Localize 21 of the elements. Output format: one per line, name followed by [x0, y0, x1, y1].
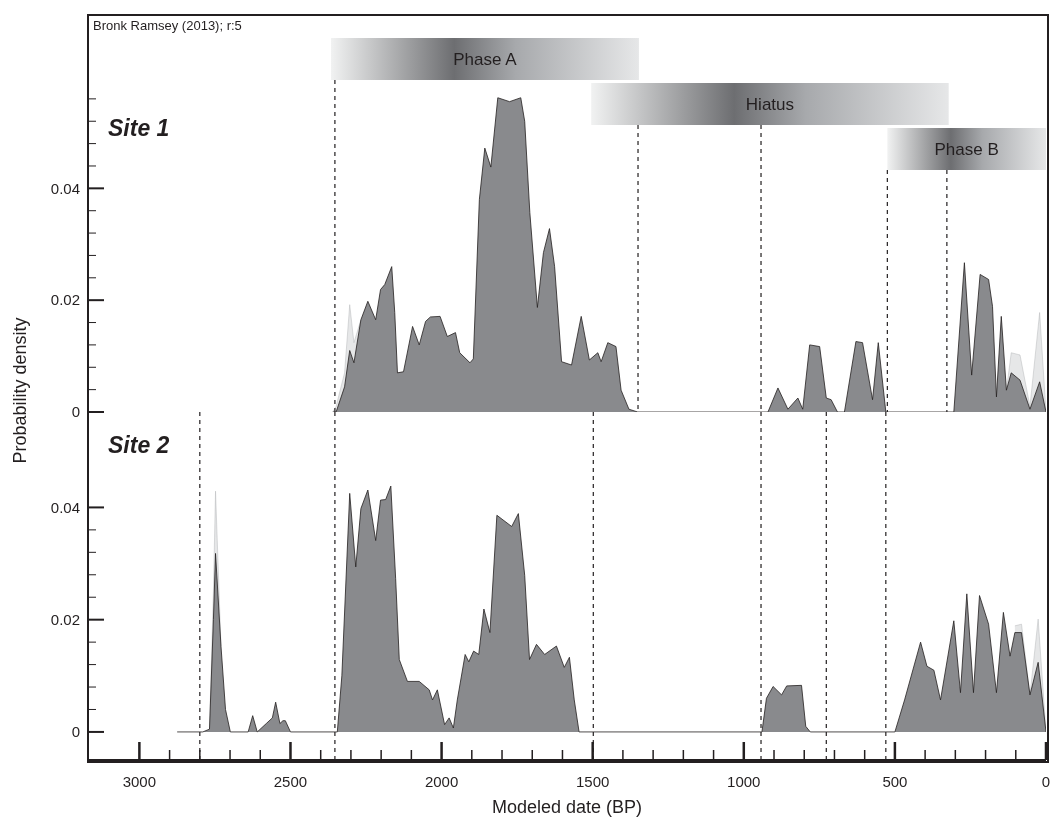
band-label: Phase B: [934, 139, 999, 159]
y-tick-label: 0.04: [50, 498, 80, 516]
x-tick-label: 500: [882, 773, 908, 791]
band-label: Hiatus: [745, 94, 795, 114]
text: Site 1: [108, 115, 170, 142]
y-tick-label: 0: [71, 403, 80, 421]
x-tick-label: 1000: [727, 773, 761, 791]
y-tick-label: 0.02: [50, 610, 80, 628]
x-tick-label: 2000: [424, 773, 459, 791]
band-label: Phase A: [453, 49, 518, 69]
x-tick-label: 0: [1041, 773, 1051, 791]
y-tick-label: 0.04: [50, 179, 80, 197]
text: Site 2: [108, 432, 170, 459]
y-axis-title: Probability density: [9, 316, 31, 466]
x-axis-title: Modeled date (BP): [490, 797, 644, 818]
x-tick-label: 1500: [576, 773, 610, 791]
x-tick-label: 2500: [273, 773, 308, 791]
y-tick-label: 0.02: [50, 291, 80, 309]
y-tick-label: 0: [71, 723, 80, 741]
x-tick-label: 3000: [122, 773, 157, 791]
annotation: Bronk Ramsey (2013); r:5: [93, 18, 242, 33]
